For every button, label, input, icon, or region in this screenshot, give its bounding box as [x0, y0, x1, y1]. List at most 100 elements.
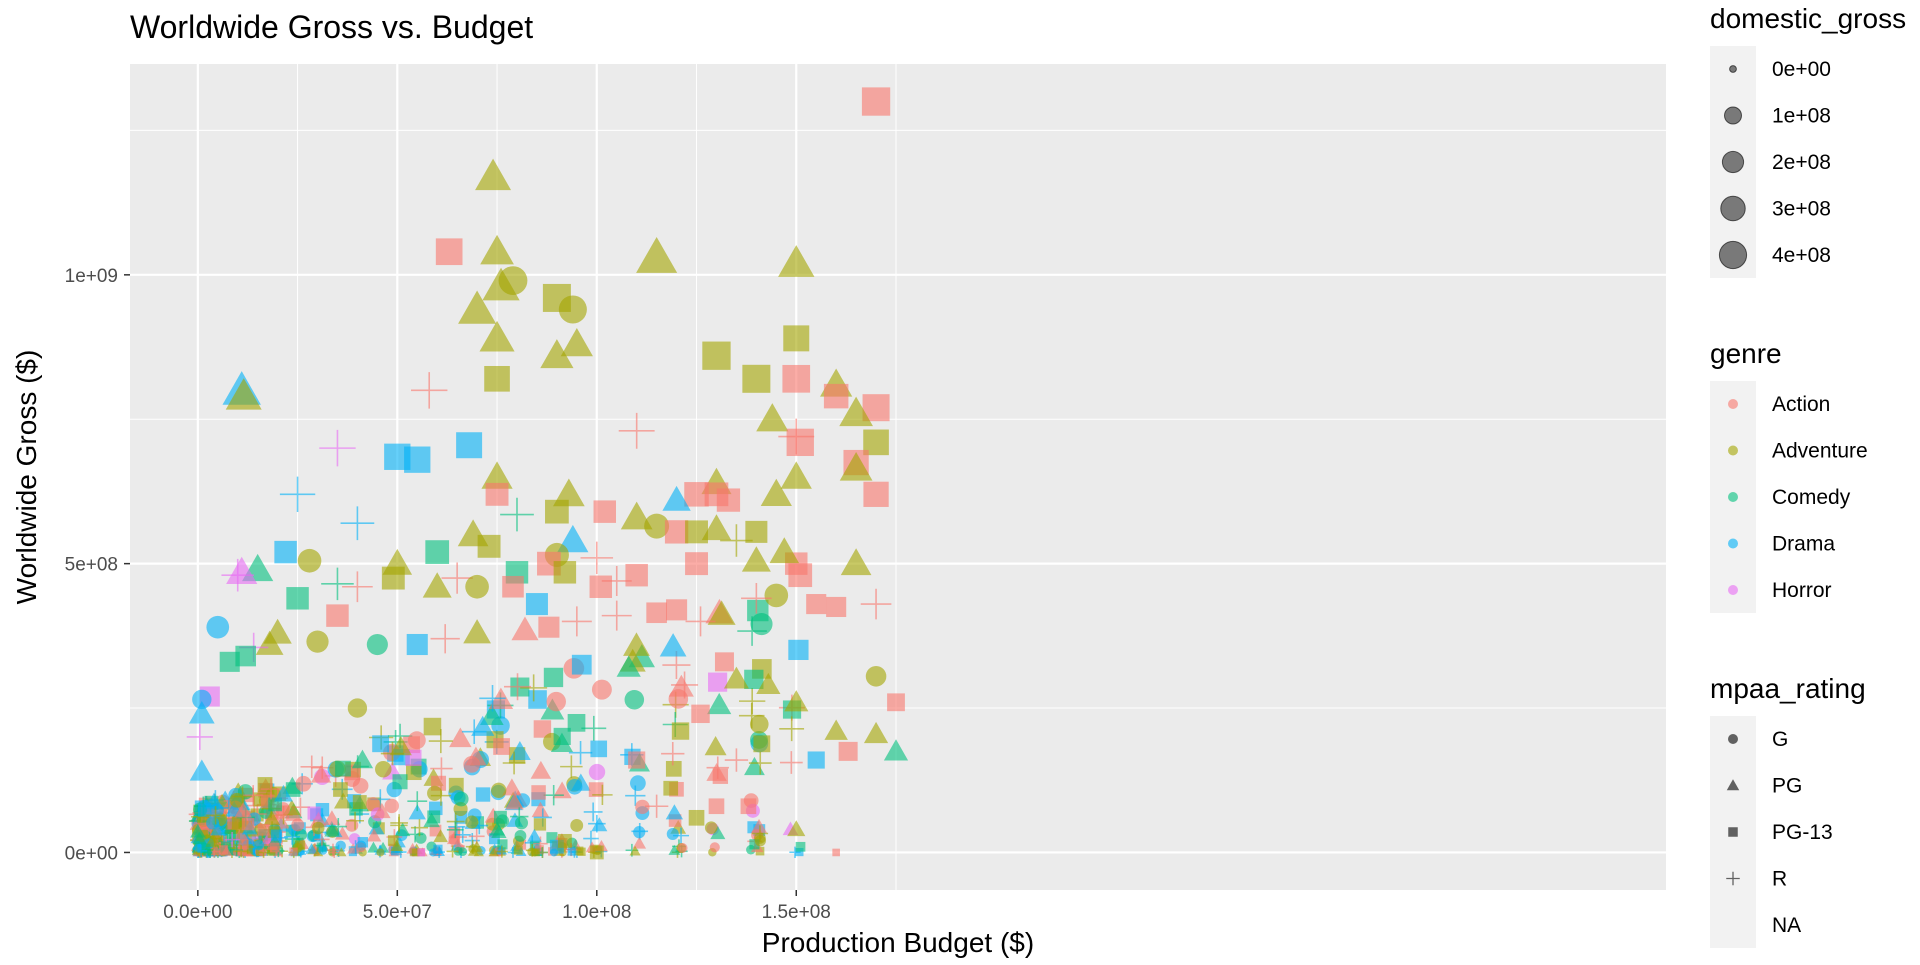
data-point	[475, 787, 491, 802]
data-point	[493, 738, 510, 755]
data-point	[458, 847, 468, 857]
data-point	[826, 596, 847, 618]
data-point	[860, 588, 892, 620]
data-point	[795, 848, 804, 857]
data-point	[206, 615, 230, 639]
data-point	[458, 290, 497, 324]
data-point	[644, 794, 669, 818]
axes: 0.0e+00 5.0e+07 1.0e+08 1.5e+08 0e+00 5e+08 1e…	[65, 266, 831, 923]
data-point	[664, 520, 689, 544]
legend-domestic-gross: domestic_gross 0e+00 1e+08 2e+08 3e+08 4e+08	[1710, 3, 1906, 278]
data-point	[407, 731, 426, 750]
data-point	[471, 715, 495, 736]
data-point	[592, 784, 613, 806]
data-point	[324, 822, 340, 837]
data-point	[428, 729, 453, 754]
data-point	[536, 846, 548, 858]
data-point	[372, 735, 390, 753]
data-point	[593, 500, 616, 523]
data-point	[510, 807, 529, 826]
data-point	[531, 801, 550, 818]
data-point	[783, 325, 810, 352]
data-point	[591, 679, 612, 700]
data-point	[786, 428, 814, 457]
data-point	[620, 501, 653, 530]
data-point	[588, 814, 606, 833]
data-point	[333, 792, 353, 809]
data-point	[747, 599, 769, 622]
data-point	[571, 654, 592, 675]
data-point	[479, 685, 506, 712]
data-point	[446, 821, 464, 839]
data-point	[201, 843, 211, 854]
data-point	[720, 524, 753, 557]
data-point	[468, 844, 479, 854]
legend-genre-key	[1728, 492, 1738, 502]
chart-title: Worldwide Gross vs. Budget	[130, 9, 533, 45]
data-point	[488, 847, 499, 857]
data-point	[601, 565, 632, 596]
legend-genre-label: Horror	[1772, 579, 1832, 602]
data-point	[665, 804, 684, 820]
data-point	[491, 782, 507, 798]
data-point	[630, 775, 646, 792]
data-point	[480, 704, 504, 725]
data-point	[644, 513, 670, 539]
data-point	[384, 798, 399, 814]
legend-genre-title: genre	[1710, 338, 1782, 369]
data-point	[274, 540, 297, 564]
legend-rating-key	[1728, 827, 1738, 837]
data-point	[531, 785, 546, 800]
data-point	[257, 823, 270, 836]
data-point	[583, 802, 603, 822]
data-point	[435, 238, 463, 266]
data-point	[389, 736, 412, 756]
legend-genre-key	[1728, 445, 1738, 456]
data-point	[255, 630, 284, 655]
data-point	[310, 764, 332, 783]
data-point	[498, 266, 528, 296]
data-point	[557, 833, 572, 848]
data-point	[311, 821, 325, 835]
data-point	[406, 764, 422, 781]
data-point	[500, 497, 534, 532]
data-point	[861, 87, 891, 116]
data-point	[192, 831, 207, 845]
data-point	[307, 806, 321, 820]
legend-genre-label: Action	[1772, 393, 1830, 416]
data-point	[769, 537, 800, 564]
data-point	[229, 792, 245, 808]
data-point	[491, 824, 507, 838]
data-point	[753, 735, 771, 753]
data-point	[306, 630, 329, 653]
data-point	[530, 760, 552, 779]
data-point	[623, 632, 650, 656]
data-point	[782, 364, 811, 393]
data-point	[530, 848, 539, 857]
data-point	[779, 716, 805, 742]
data-point	[748, 751, 772, 775]
legend-size-label: 0e+00	[1772, 58, 1831, 81]
legend-rating-label: PG-13	[1772, 821, 1833, 844]
data-point	[527, 828, 542, 842]
data-point	[411, 848, 420, 857]
data-point	[629, 845, 641, 856]
data-point	[375, 760, 392, 778]
data-point	[415, 832, 427, 844]
legend-size-key	[1718, 240, 1748, 270]
data-point	[520, 674, 548, 702]
data-point	[373, 802, 391, 819]
data-point	[840, 548, 872, 576]
legend-size-label: 2e+08	[1772, 151, 1831, 174]
data-point	[479, 320, 515, 352]
data-point	[756, 672, 781, 695]
data-point	[295, 828, 308, 841]
data-point	[192, 689, 212, 710]
data-point	[221, 558, 254, 592]
data-point	[251, 833, 263, 845]
data-point	[321, 567, 354, 601]
legend-mpaa-rating: mpaa_rating G PG PG-13 R NA	[1710, 673, 1866, 948]
data-point	[295, 775, 312, 792]
legend-rating-label: G	[1772, 728, 1788, 751]
data-point	[739, 687, 766, 715]
